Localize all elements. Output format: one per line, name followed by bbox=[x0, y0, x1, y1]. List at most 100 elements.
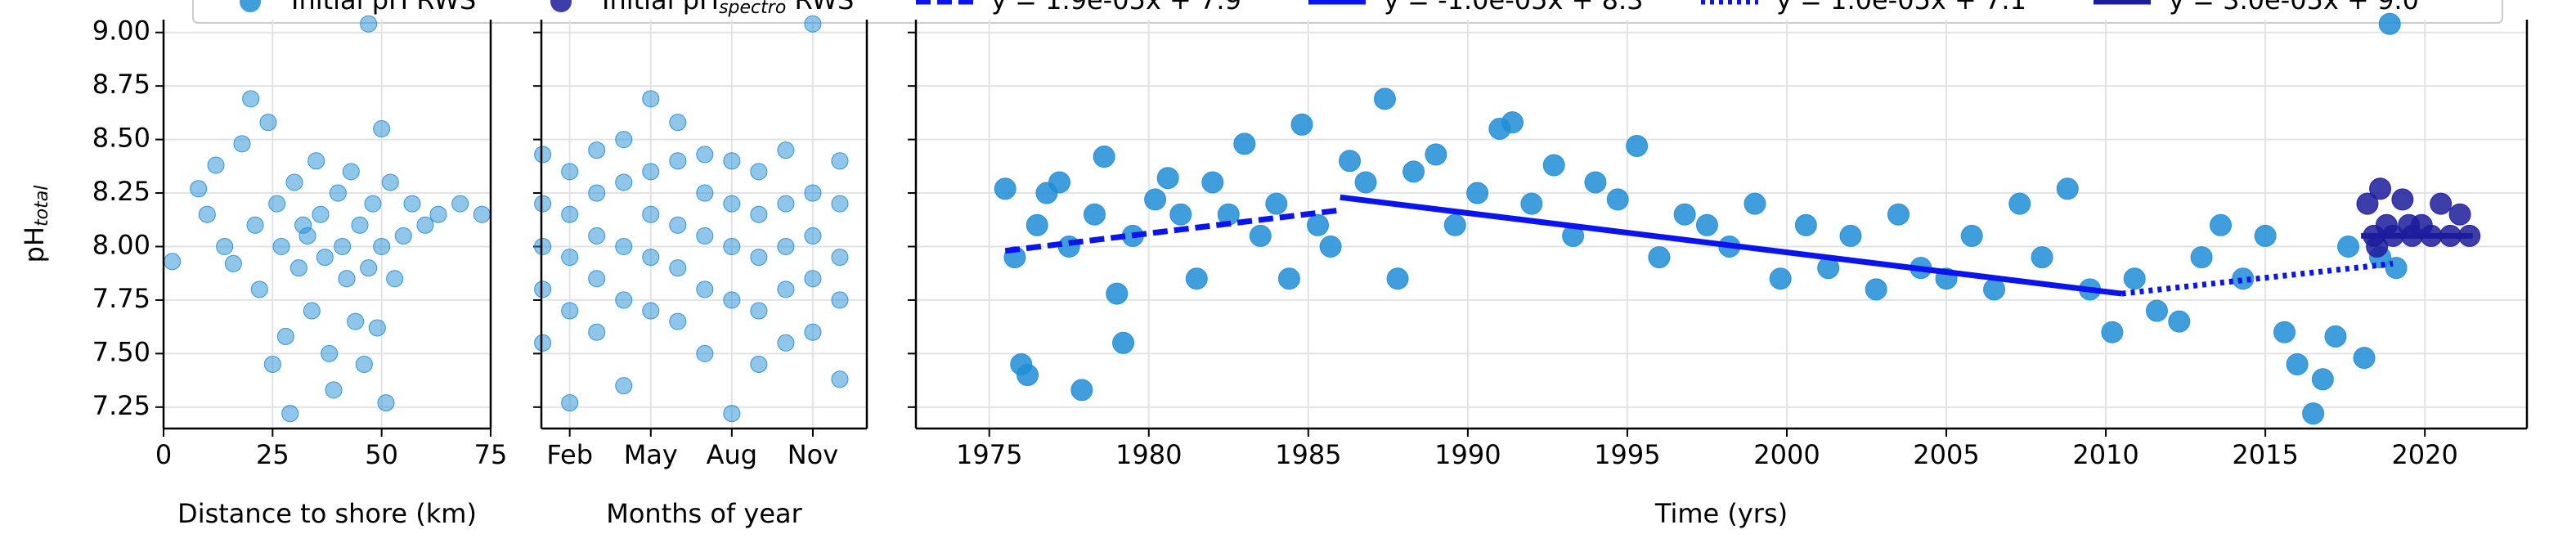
data-point bbox=[1744, 192, 1766, 215]
data-point bbox=[669, 152, 687, 170]
data-point bbox=[642, 163, 660, 181]
data-point bbox=[750, 249, 768, 267]
data-point bbox=[642, 90, 660, 108]
data-point bbox=[696, 280, 714, 298]
x-tick-label: May bbox=[624, 439, 678, 470]
data-point bbox=[831, 370, 849, 388]
data-point bbox=[831, 249, 849, 267]
data-point bbox=[2286, 352, 2309, 375]
x-tick-label: 2010 bbox=[2072, 439, 2138, 470]
x-tick-label: 1975 bbox=[956, 439, 1022, 470]
x-tick-label: 2020 bbox=[2391, 439, 2457, 470]
data-point bbox=[342, 163, 360, 181]
legend-label: Initial pHspectro RWS bbox=[602, 0, 854, 18]
y-tick-label: 8.75 bbox=[92, 69, 150, 100]
data-point bbox=[831, 291, 849, 309]
data-point bbox=[804, 270, 822, 288]
data-point bbox=[804, 184, 822, 202]
data-point bbox=[259, 114, 277, 132]
data-point bbox=[750, 205, 768, 223]
data-point bbox=[1307, 213, 1330, 236]
data-point bbox=[207, 156, 225, 174]
data-point bbox=[198, 205, 216, 223]
data-point bbox=[588, 141, 606, 159]
data-point bbox=[615, 237, 633, 255]
data-point bbox=[1983, 278, 2006, 301]
data-point bbox=[1695, 213, 1718, 236]
data-point bbox=[750, 302, 768, 320]
data-point bbox=[1354, 171, 1377, 194]
data-point bbox=[1386, 267, 1409, 290]
data-point bbox=[1402, 160, 1425, 183]
data-point bbox=[2378, 12, 2401, 35]
data-point bbox=[1501, 111, 1524, 134]
data-point bbox=[281, 405, 299, 423]
x-tick-label: 2005 bbox=[1913, 439, 1979, 470]
data-point bbox=[777, 195, 795, 213]
data-point bbox=[1373, 88, 1396, 110]
data-point bbox=[1606, 188, 1629, 211]
data-point bbox=[588, 323, 606, 341]
data-point bbox=[2123, 267, 2146, 290]
y-tick-label: 7.75 bbox=[92, 283, 150, 314]
data-point bbox=[777, 141, 795, 159]
x-axis-label: Time (yrs) bbox=[1654, 498, 1788, 529]
data-point bbox=[1290, 113, 1313, 136]
trend-line bbox=[1340, 194, 2122, 297]
data-point bbox=[2168, 310, 2191, 333]
data-point bbox=[831, 195, 849, 213]
data-point bbox=[338, 270, 356, 288]
data-point bbox=[307, 152, 325, 170]
data-point bbox=[723, 237, 741, 255]
data-point bbox=[2101, 321, 2124, 343]
data-point bbox=[615, 377, 633, 395]
data-point bbox=[534, 195, 552, 213]
data-point bbox=[1277, 267, 1300, 290]
data-point bbox=[642, 205, 660, 223]
x-tick-label: 50 bbox=[365, 439, 398, 470]
y-tick-label: 7.50 bbox=[92, 336, 150, 367]
data-point bbox=[2369, 177, 2392, 200]
data-point bbox=[723, 405, 741, 423]
data-point bbox=[723, 195, 741, 213]
data-point bbox=[394, 227, 412, 245]
data-point bbox=[777, 334, 795, 352]
data-point bbox=[2302, 402, 2325, 425]
x-tick-label: 1995 bbox=[1594, 439, 1660, 470]
y-axis-label-main: pH bbox=[19, 227, 50, 263]
data-point bbox=[1425, 143, 1447, 166]
data-point bbox=[588, 270, 606, 288]
data-point bbox=[250, 280, 268, 298]
x-tick-label: Nov bbox=[788, 439, 838, 470]
data-point bbox=[534, 334, 552, 352]
data-point bbox=[368, 319, 386, 337]
data-point bbox=[164, 253, 182, 271]
data-point bbox=[2031, 246, 2053, 269]
data-point bbox=[373, 120, 391, 138]
data-point bbox=[696, 227, 714, 245]
data-point bbox=[1233, 132, 1256, 155]
data-point bbox=[804, 227, 822, 245]
data-point bbox=[1542, 154, 1565, 177]
data-point bbox=[1648, 246, 1671, 269]
data-point bbox=[473, 205, 491, 223]
data-point bbox=[2056, 177, 2079, 200]
data-point bbox=[723, 291, 741, 309]
data-point bbox=[723, 152, 741, 170]
data-point bbox=[994, 177, 1016, 200]
data-point bbox=[1083, 203, 1106, 226]
data-point bbox=[2391, 188, 2414, 211]
data-point bbox=[312, 205, 330, 223]
data-point bbox=[190, 180, 208, 198]
data-point bbox=[750, 355, 768, 373]
data-point bbox=[321, 344, 339, 362]
data-point bbox=[777, 237, 795, 255]
data-point bbox=[2145, 299, 2168, 322]
data-point bbox=[1025, 213, 1048, 236]
data-point bbox=[1265, 192, 1288, 215]
trend-line bbox=[1004, 207, 1341, 254]
data-point bbox=[1016, 364, 1039, 387]
data-point bbox=[642, 302, 660, 320]
y-tick-label: 8.50 bbox=[92, 123, 150, 154]
data-point bbox=[1093, 146, 1115, 168]
